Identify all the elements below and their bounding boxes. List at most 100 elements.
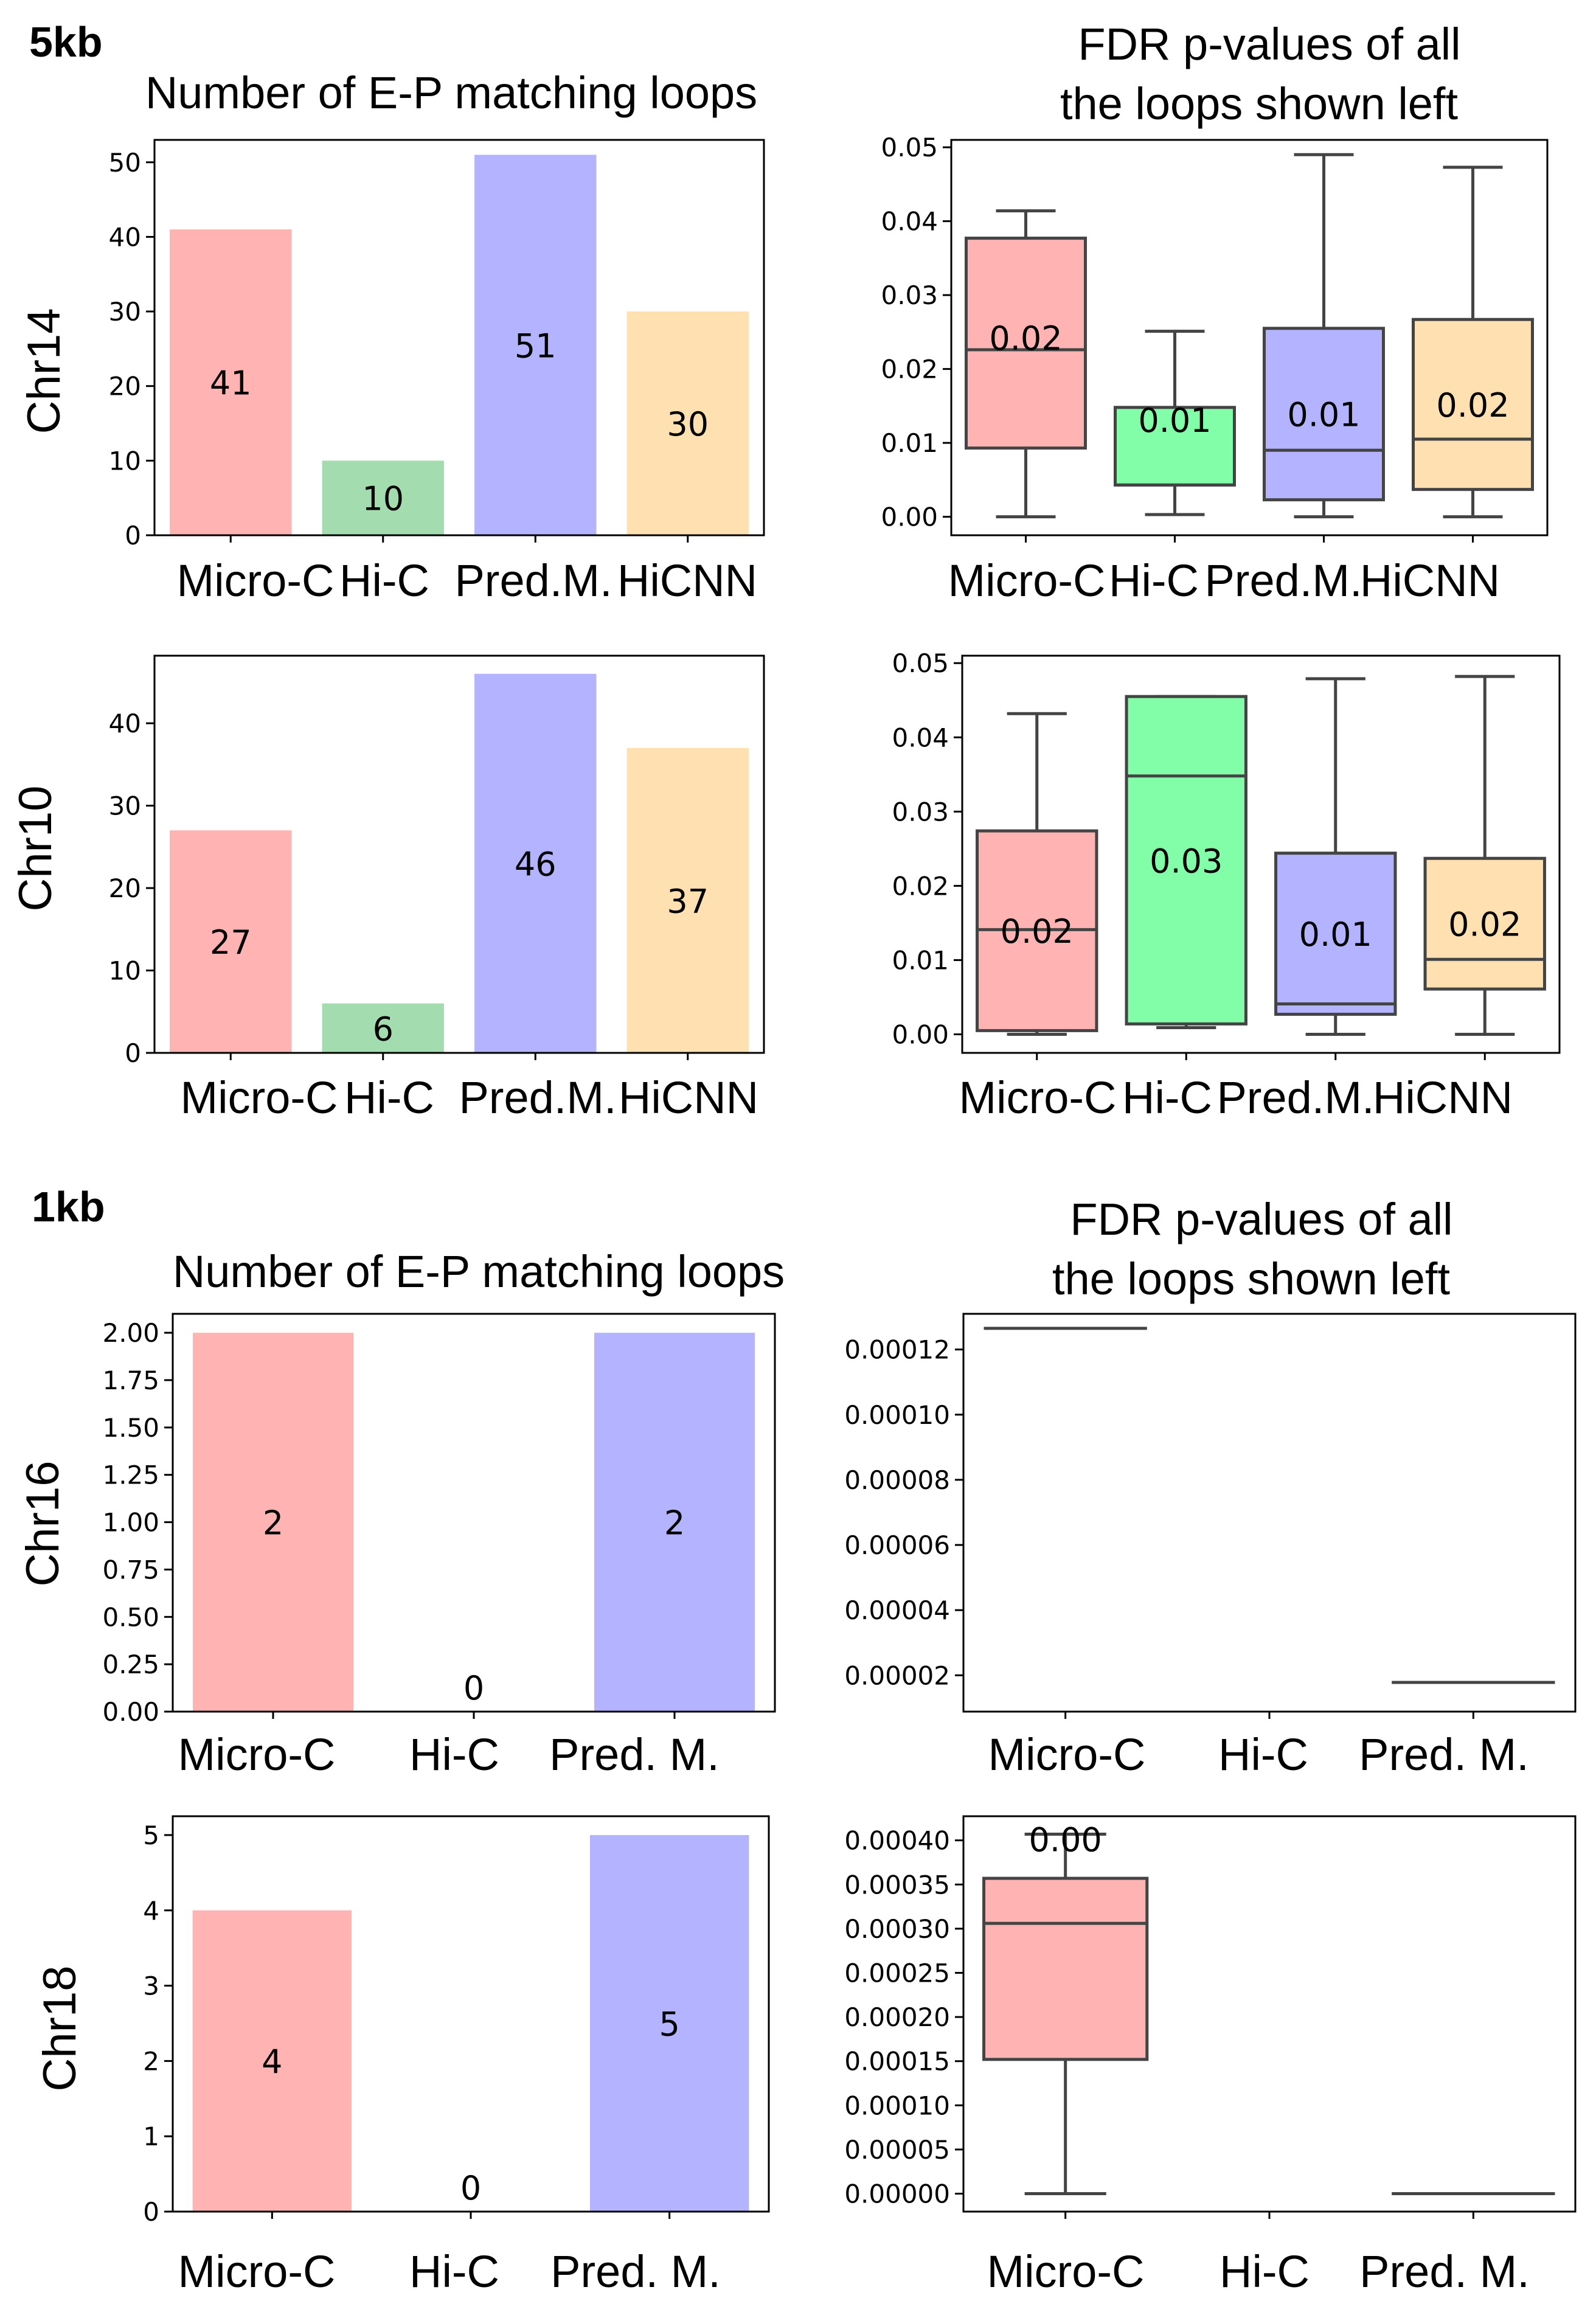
box-predm bbox=[1274, 852, 1397, 1016]
bar-hic bbox=[322, 1003, 444, 1053]
chart-box_chr18: 0.00000 0.00005 0.00010 0.00015 0.00020 0.000… bbox=[844, 1815, 1577, 2297]
category-label: Pred. M. bbox=[549, 1729, 720, 1780]
bar-hicnn bbox=[626, 311, 749, 535]
box-hic bbox=[1125, 695, 1247, 1026]
category-label: HiCNN bbox=[619, 1072, 758, 1123]
category-label: Micro-C bbox=[177, 555, 335, 606]
bar-value-label: 30 bbox=[667, 405, 709, 443]
y-tick-label: 20 bbox=[109, 372, 141, 401]
plot-frame bbox=[950, 139, 1549, 536]
y-tick-label: 1.75 bbox=[102, 1366, 159, 1395]
category-label: Micro-C bbox=[178, 1729, 336, 1780]
y-tick-label: 0.00010 bbox=[844, 1400, 950, 1430]
y-tick-label: 10 bbox=[109, 956, 141, 986]
chart-box_chr14: 0.00 0.01 0.02 0.03 0.04 0.05 Micro-C Hi-C Pred.… bbox=[881, 133, 1549, 606]
y-tick-label: 0.05 bbox=[892, 648, 949, 678]
median-value-label: 0.02 bbox=[1436, 386, 1509, 425]
plot-frame bbox=[153, 654, 765, 1054]
y-tick-label: 0.00000 bbox=[844, 2179, 950, 2209]
y-tick-label: 0.03 bbox=[892, 797, 949, 827]
y-tick-label: 1.25 bbox=[102, 1460, 159, 1490]
y-tick-label: 20 bbox=[109, 873, 141, 903]
bar-microc bbox=[193, 1333, 353, 1712]
row-label-chr14: Chr14 bbox=[18, 308, 70, 434]
category-label: Micro-C bbox=[987, 2246, 1145, 2297]
y-tick-label: 0.00035 bbox=[844, 1870, 950, 1900]
category-label: Pred.M. bbox=[1216, 1072, 1374, 1123]
bar-value-label: 6 bbox=[373, 1010, 394, 1048]
bar-value-label: 0 bbox=[460, 2169, 481, 2207]
category-label: Pred. M. bbox=[550, 2246, 721, 2297]
box-microc bbox=[965, 237, 1087, 450]
y-tick-label: 0.00012 bbox=[844, 1335, 950, 1365]
category-label: Hi-C bbox=[409, 2246, 499, 2297]
bar-value-label: 27 bbox=[210, 923, 252, 962]
bar-value-label: 4 bbox=[262, 2043, 282, 2081]
right-heading-5kb-line2: the loops shown left bbox=[1060, 78, 1459, 129]
y-tick-label: 0.00030 bbox=[844, 1914, 950, 1944]
category-label: Hi-C bbox=[1220, 2246, 1310, 2297]
y-tick-label: 0.02 bbox=[881, 355, 938, 384]
y-tick-label: 30 bbox=[109, 297, 141, 327]
category-label: Micro-C bbox=[178, 2246, 336, 2297]
category-label: HiCNN bbox=[1373, 1072, 1513, 1123]
plot-frame bbox=[961, 654, 1561, 1054]
bar-microc bbox=[192, 1910, 352, 2212]
category-label: Hi-C bbox=[1218, 1729, 1308, 1780]
y-tick-label: 2 bbox=[143, 2046, 159, 2076]
plot-frame bbox=[962, 1815, 1577, 2213]
y-tick-label: 0.00004 bbox=[844, 1595, 950, 1625]
plot-frame bbox=[172, 1815, 770, 2213]
box-predm bbox=[1263, 327, 1385, 502]
chart-box_chr10: 0.00 0.01 0.02 0.03 0.04 0.05 Micro-C Hi-C Pred.… bbox=[892, 648, 1561, 1123]
category-label: Micro-C bbox=[948, 555, 1106, 606]
y-tick-label: 40 bbox=[109, 709, 141, 738]
y-tick-label: 0.01 bbox=[881, 428, 938, 458]
bar-microc bbox=[170, 830, 292, 1053]
bar-value-label: 37 bbox=[667, 882, 709, 920]
y-tick-label: 4 bbox=[143, 1896, 159, 1926]
box-hicnn bbox=[1423, 856, 1546, 991]
y-tick-label: 0.00015 bbox=[844, 2047, 950, 2077]
y-tick-label: 0.00006 bbox=[844, 1530, 950, 1560]
category-label: Micro-C bbox=[181, 1072, 338, 1123]
left-heading-1kb: Number of E-P matching loops bbox=[173, 1246, 785, 1297]
y-tick-label: 40 bbox=[109, 222, 141, 252]
section-title-1kb: 1kb bbox=[32, 1183, 105, 1230]
left-heading-5kb: Number of E-P matching loops bbox=[145, 68, 757, 118]
chart-bar_chr14: 0 10 20 30 40 50 Micro-C Hi-C Pred.M. HiCNN 41 10 51… bbox=[109, 139, 765, 606]
y-tick-label: 0 bbox=[143, 2197, 159, 2227]
bar-value-label: 5 bbox=[659, 2005, 679, 2043]
y-tick-label: 3 bbox=[143, 1971, 159, 2001]
right-heading-1kb-line1: FDR p-values of all bbox=[1070, 1194, 1452, 1244]
category-label: Hi-C bbox=[1122, 1072, 1212, 1123]
category-label: Pred. M. bbox=[1359, 2246, 1530, 2297]
y-tick-label: 10 bbox=[109, 446, 141, 476]
plot-frame bbox=[962, 1313, 1577, 1713]
category-label: HiCNN bbox=[1360, 555, 1500, 606]
y-tick-label: 0.00020 bbox=[844, 2002, 950, 2032]
category-label: Micro-C bbox=[959, 1072, 1117, 1123]
y-tick-label: 0.05 bbox=[881, 133, 938, 162]
median-value-label: 0.02 bbox=[989, 319, 1062, 358]
category-label: Hi-C bbox=[344, 1072, 434, 1123]
bar-hic bbox=[322, 460, 444, 535]
category-label: Pred. M. bbox=[1359, 1729, 1529, 1780]
median-value-label: 0.02 bbox=[1001, 912, 1074, 951]
y-tick-label: 0.04 bbox=[881, 207, 938, 237]
category-label: HiCNN bbox=[617, 555, 757, 606]
category-label: Micro-C bbox=[988, 1729, 1146, 1780]
y-tick-label: 0 bbox=[125, 521, 141, 550]
row-label-chr16: Chr16 bbox=[17, 1461, 69, 1587]
chart-bar_chr18: 0 1 2 3 4 5 Micro-C Hi-C Pred. M. 4 0 5 bbox=[143, 1815, 770, 2297]
y-tick-label: 0.25 bbox=[102, 1650, 159, 1679]
category-label: Hi-C bbox=[409, 1729, 499, 1780]
y-tick-label: 0.00010 bbox=[844, 2091, 950, 2120]
bar-hicnn bbox=[626, 748, 749, 1053]
y-tick-label: 0.00005 bbox=[844, 2135, 950, 2165]
y-tick-label: 50 bbox=[109, 148, 141, 178]
median-value-label: 0.01 bbox=[1299, 915, 1372, 954]
y-tick-label: 1 bbox=[143, 2122, 159, 2151]
